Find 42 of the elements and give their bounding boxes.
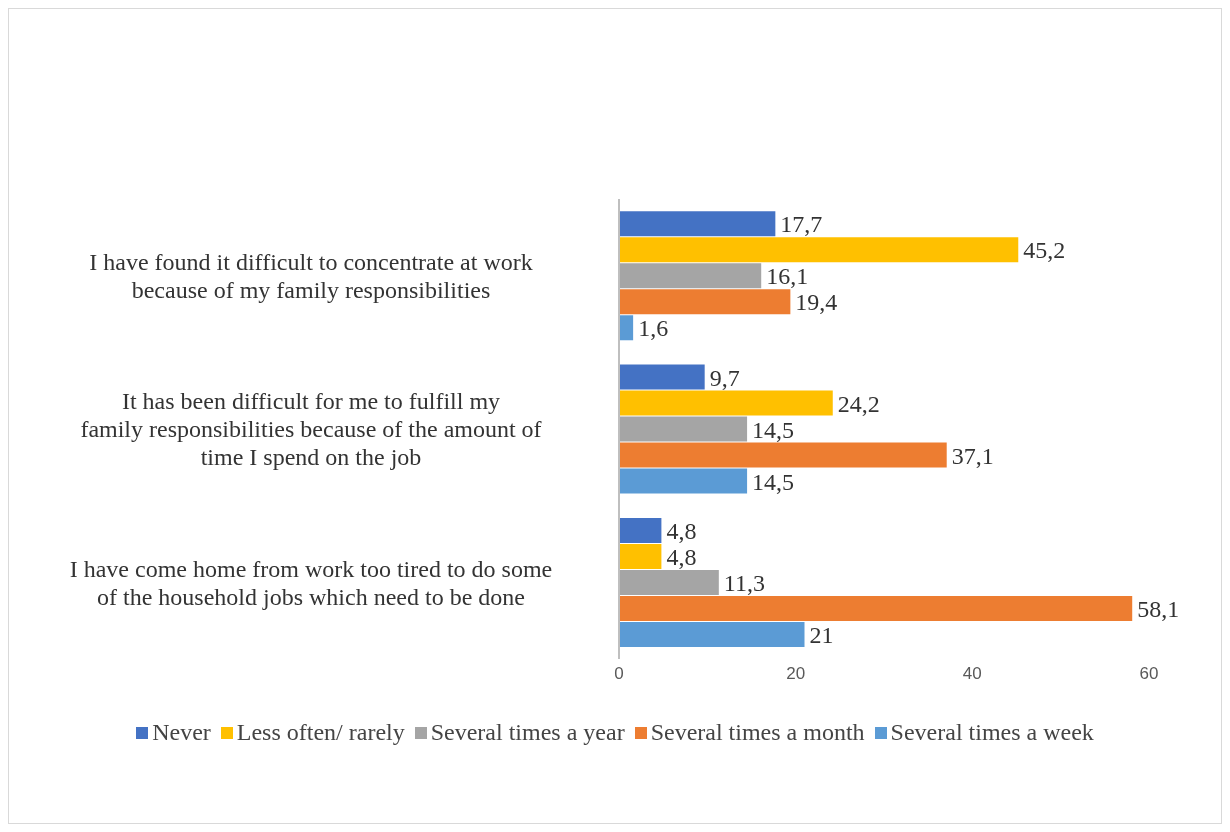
x-tick-label: 60 [1139, 664, 1159, 684]
data-label: 17,7 [780, 211, 823, 238]
legend-label: Never [151, 719, 211, 746]
data-label: 58,1 [1137, 595, 1180, 622]
legend-label: Several times a year [429, 719, 625, 746]
bar [619, 468, 748, 494]
data-label: 45,2 [1023, 237, 1066, 264]
bar [619, 211, 776, 237]
data-label: 9,7 [709, 364, 740, 391]
data-label: 21 [809, 621, 834, 648]
y-tick-label: It has been difficult for me to fulfill my family responsibilities because of the amount of time I spend on the job [80, 388, 542, 471]
x-tick-label: 0 [614, 664, 624, 684]
bar [619, 315, 634, 341]
legend-label: Several times a month [649, 719, 865, 746]
data-label: 19,4 [795, 289, 838, 316]
x-tick-label: 20 [786, 664, 806, 684]
data-label: 1,6 [638, 315, 669, 342]
legend-label: Less often/ rarely [235, 719, 405, 746]
bar [619, 263, 762, 289]
data-label: 16,1 [766, 263, 809, 290]
data-label: 4,8 [666, 543, 697, 570]
data-label: 14,5 [752, 416, 795, 443]
legend-label: Several times a week [889, 719, 1094, 746]
y-tick-label: I have come home from work too tired to do some of the household jobs which need to be done [69, 555, 553, 610]
bar [619, 237, 1019, 263]
bar [619, 289, 791, 315]
data-label: 37,1 [951, 442, 994, 469]
bar [619, 569, 719, 595]
bar [619, 390, 833, 416]
data-label: 11,3 [723, 569, 765, 596]
bar [619, 621, 805, 647]
data-label: 14,5 [752, 468, 795, 495]
bar [619, 442, 947, 468]
data-label: 4,8 [666, 517, 697, 544]
bar [619, 543, 662, 569]
x-tick-label: 40 [962, 664, 982, 684]
bar [619, 517, 662, 543]
data-label: 24,2 [837, 390, 880, 417]
bar [619, 364, 705, 390]
bar [619, 416, 748, 442]
bar [619, 595, 1133, 621]
y-tick-label: I have found it difficult to concentrate at work because of my family responsibilities [89, 249, 533, 304]
